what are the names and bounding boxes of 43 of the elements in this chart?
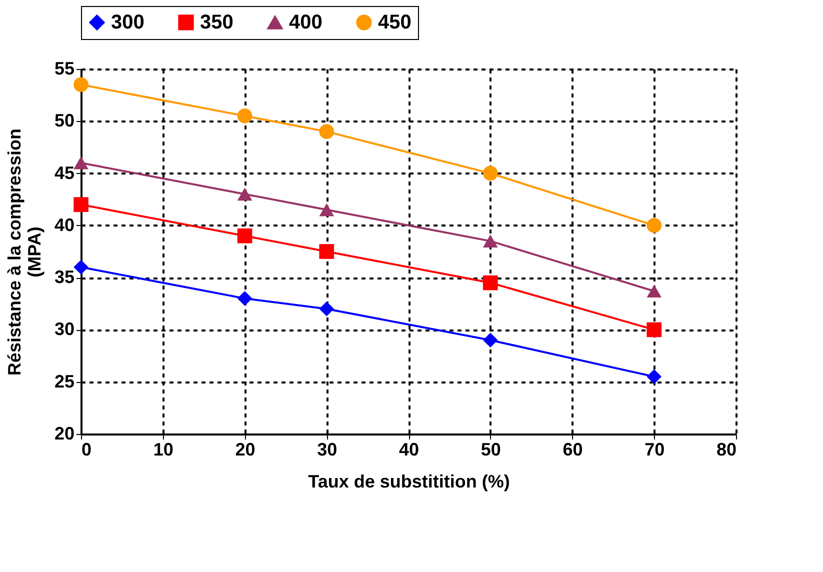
x-tick-label: 20 bbox=[235, 440, 256, 460]
y-tick-label: 30 bbox=[54, 319, 74, 340]
point bbox=[74, 260, 88, 275]
point bbox=[237, 108, 252, 124]
legend-label: 450 bbox=[378, 11, 412, 34]
x-tick-label: 0 bbox=[82, 440, 92, 460]
point bbox=[482, 275, 498, 290]
point bbox=[74, 197, 88, 212]
x-tick-label: 50 bbox=[480, 440, 501, 460]
y-tick-label: 40 bbox=[54, 214, 74, 235]
y-axis-title: Résistance à la compression (MPA) bbox=[4, 128, 44, 376]
point bbox=[319, 124, 334, 139]
point bbox=[237, 291, 252, 306]
point bbox=[646, 284, 662, 298]
x-tick-label: 10 bbox=[153, 440, 174, 460]
y-tick-label: 25 bbox=[54, 371, 74, 392]
legend-label: 300 bbox=[111, 11, 144, 34]
point bbox=[74, 77, 88, 92]
x-tick-label: 60 bbox=[562, 440, 583, 460]
point bbox=[319, 203, 334, 216]
x-tick-label: 70 bbox=[644, 440, 665, 460]
point bbox=[482, 332, 498, 348]
point bbox=[482, 166, 498, 181]
point bbox=[74, 156, 88, 170]
x-tick-label: 40 bbox=[398, 440, 420, 460]
legend-label: 350 bbox=[200, 11, 234, 34]
point bbox=[646, 218, 662, 233]
point bbox=[319, 301, 334, 316]
y-tick-label: 45 bbox=[54, 162, 74, 183]
y-tick-label: 20 bbox=[54, 424, 74, 444]
point bbox=[646, 322, 662, 338]
x-tick-label: 30 bbox=[317, 440, 338, 460]
y-tick-label: 55 bbox=[54, 58, 74, 78]
y-tick-label: 35 bbox=[54, 267, 74, 288]
point bbox=[237, 188, 252, 201]
point bbox=[319, 244, 334, 259]
x-axis-title: Taux de substitition (%) bbox=[308, 472, 510, 492]
legend-label: 400 bbox=[289, 12, 322, 34]
point bbox=[237, 228, 252, 244]
y-tick-label: 50 bbox=[54, 110, 74, 131]
point bbox=[482, 234, 498, 248]
point bbox=[646, 369, 662, 384]
x-tick-label: 80 bbox=[716, 440, 736, 460]
